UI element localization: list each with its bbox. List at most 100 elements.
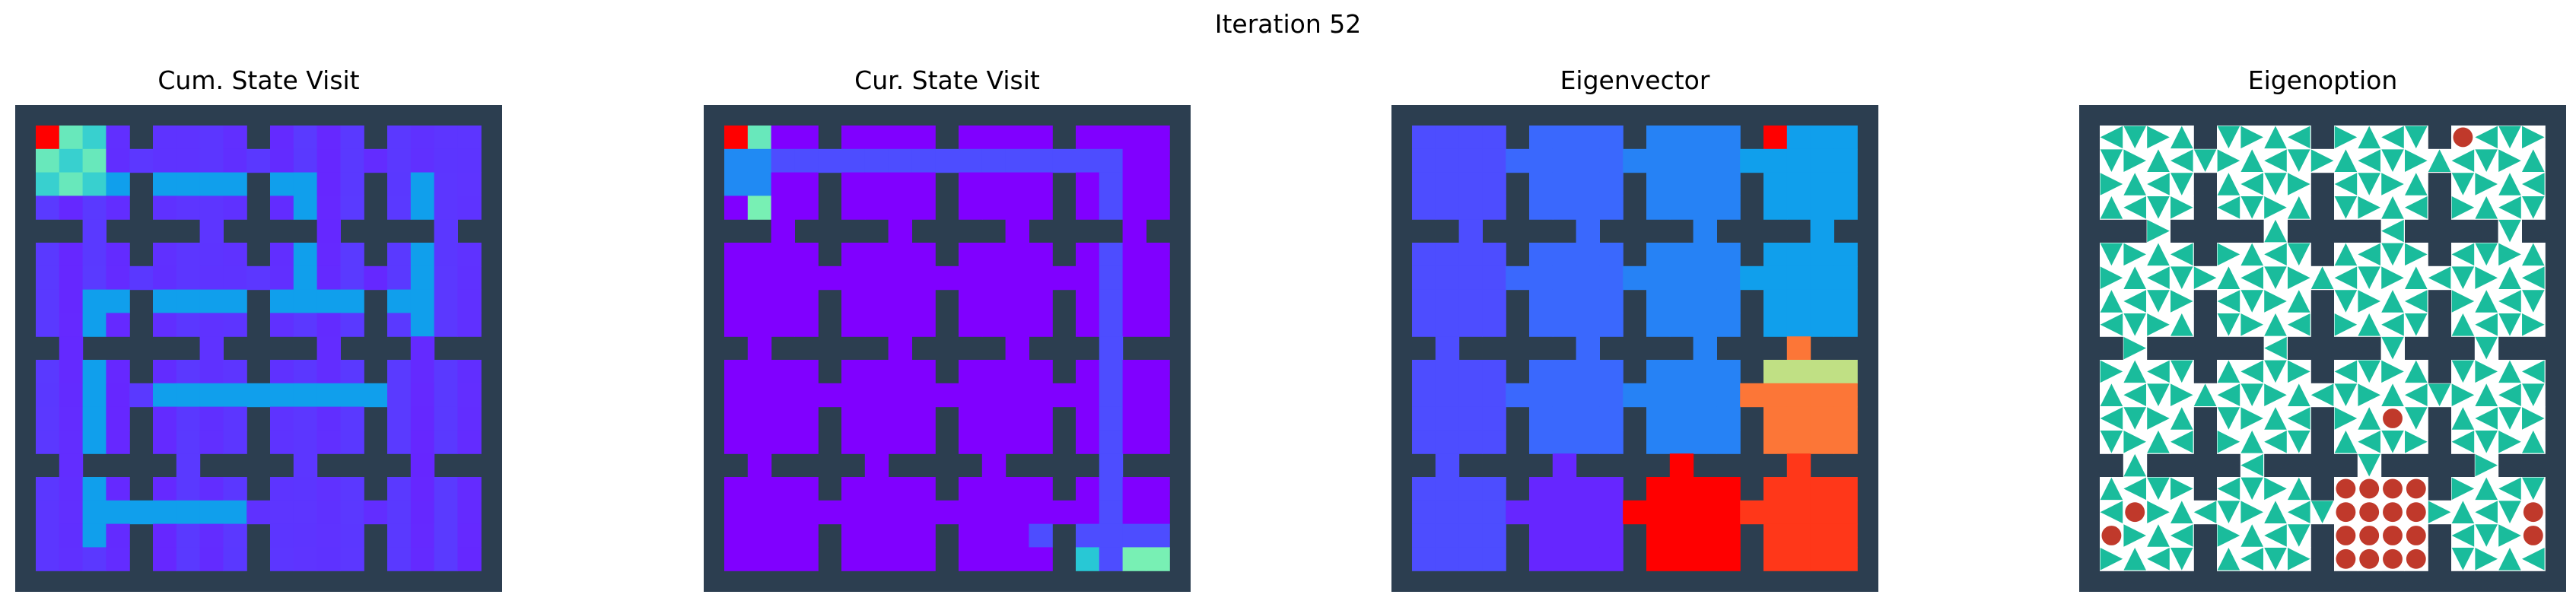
policy-arrow	[2334, 360, 2358, 383]
cum-cell	[434, 196, 458, 220]
cur-cell	[1076, 196, 1100, 220]
eig-cell	[1552, 172, 1577, 196]
cum-cell	[434, 289, 458, 313]
cum-cell	[36, 383, 60, 408]
eig-cell	[1810, 406, 1834, 431]
policy-arrow	[2100, 313, 2123, 336]
policy-arrow	[2240, 266, 2263, 289]
eig-cell	[1458, 219, 1483, 243]
cur-cell	[1005, 313, 1029, 337]
cum-cell	[246, 265, 271, 291]
cur-cell	[1076, 289, 1100, 313]
policy-arrow	[2217, 266, 2240, 289]
policy-arrow	[2147, 219, 2170, 243]
cum-cell	[387, 126, 412, 150]
cur-cell	[1099, 265, 1124, 291]
cur-cell	[1005, 336, 1029, 361]
cur-cell	[747, 406, 772, 431]
policy-arrow	[2123, 243, 2146, 266]
eig-cell	[1646, 523, 1671, 548]
policy-arrow	[2451, 196, 2475, 219]
policy-arrow	[2498, 266, 2521, 289]
policy-arrow	[2288, 407, 2310, 430]
cum-cell	[270, 126, 294, 150]
eig-cell	[1482, 313, 1506, 337]
policy-arrow	[2498, 173, 2521, 196]
policy-arrow	[2217, 313, 2240, 336]
cum-cell	[59, 126, 84, 150]
cur-cell	[981, 406, 1007, 431]
cur-cell	[841, 289, 866, 313]
eig-cell	[1552, 243, 1577, 267]
eig-cell	[1693, 547, 1717, 571]
eig-cell	[1435, 243, 1460, 267]
eig-cell	[1576, 430, 1600, 454]
cum-cell	[316, 500, 341, 525]
eig-cell	[1435, 265, 1460, 291]
terminal-dot	[2523, 502, 2543, 523]
policy-arrow	[2264, 243, 2287, 266]
cum-cell	[387, 289, 412, 313]
cur-cell	[1005, 500, 1029, 525]
cur-cell	[911, 500, 936, 525]
cur-cell	[724, 126, 749, 150]
cum-cell	[246, 500, 271, 525]
cur-cell	[888, 406, 912, 431]
cur-cell	[747, 383, 772, 408]
cum-cell	[246, 148, 271, 173]
cum-cell	[199, 547, 224, 571]
cum-cell	[129, 265, 154, 291]
cur-cell	[771, 313, 795, 337]
policy-arrow	[2217, 126, 2240, 149]
cur-cell	[864, 430, 889, 454]
cur-cell	[959, 477, 983, 501]
cum-cell	[82, 219, 107, 243]
cur-cell	[911, 523, 936, 548]
cum-cell	[316, 430, 341, 454]
cum-cell	[410, 126, 435, 150]
eig-cell	[1529, 172, 1554, 196]
policy-arrow	[2451, 407, 2475, 430]
cum-cell	[82, 289, 107, 313]
policy-arrow	[2358, 360, 2380, 383]
cur-cell	[1122, 289, 1146, 313]
cum-cell	[176, 172, 201, 196]
terminal-dot	[2383, 408, 2403, 428]
eig-cell	[1412, 547, 1436, 571]
cur-cell	[1005, 360, 1029, 384]
eig-cell	[1529, 313, 1554, 337]
eig-cell	[1740, 148, 1764, 173]
policy-arrow	[2100, 548, 2123, 571]
eig-cell	[1529, 360, 1554, 384]
eig-cell	[1412, 243, 1436, 267]
eig-cell	[1435, 430, 1460, 454]
policy-arrow	[2288, 290, 2310, 313]
policy-arrow	[2171, 266, 2193, 289]
policy-arrow	[2100, 477, 2123, 501]
cur-cell	[771, 500, 795, 525]
policy-arrow	[2451, 360, 2475, 383]
cum-cell	[434, 383, 458, 408]
policy-arrow	[2217, 431, 2240, 453]
policy-arrow	[2451, 431, 2475, 453]
policy-arrow	[2498, 126, 2521, 149]
cur-cell	[888, 148, 912, 173]
cum-cell	[59, 406, 84, 431]
cum-cell	[340, 243, 364, 267]
eig-cell	[1435, 383, 1460, 408]
cum-cell	[270, 196, 294, 220]
eig-cell	[1576, 523, 1600, 548]
eig-cell	[1716, 360, 1741, 384]
cur-cell	[794, 148, 819, 173]
eig-cell	[1482, 360, 1506, 384]
cur-cell	[981, 547, 1007, 571]
eig-cell	[1482, 289, 1506, 313]
eig-cell	[1810, 313, 1834, 337]
policy-arrow	[2405, 313, 2428, 336]
cur-cell	[1005, 477, 1029, 501]
cur-cell	[1076, 126, 1100, 150]
eig-cell	[1716, 547, 1741, 571]
cum-cell	[387, 148, 412, 173]
eig-cell	[1576, 313, 1600, 337]
cur-cell	[747, 523, 772, 548]
